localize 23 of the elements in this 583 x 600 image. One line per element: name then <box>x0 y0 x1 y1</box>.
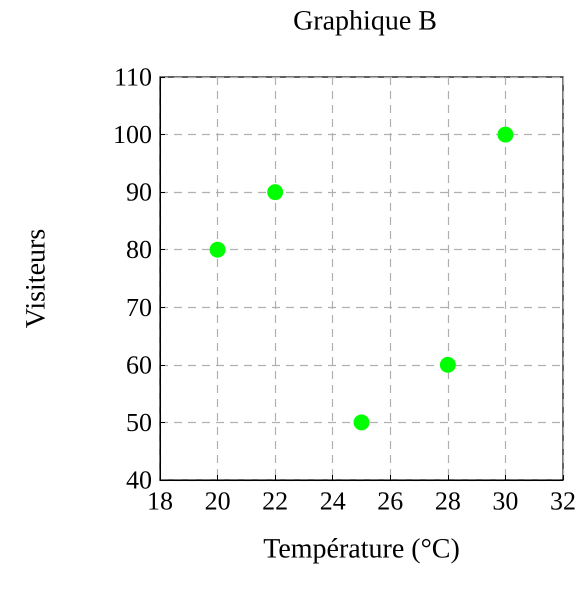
chart-title: Graphique B <box>293 6 437 36</box>
y-tick-label: 70 <box>126 292 152 322</box>
x-tick-label: 28 <box>434 486 461 516</box>
y-tick-label: 90 <box>126 178 152 207</box>
x-tick-label: 20 <box>204 486 231 516</box>
point <box>267 184 284 200</box>
x-tick-label: 24 <box>320 486 346 516</box>
y-tick-label: 100 <box>113 120 152 150</box>
point <box>354 414 370 430</box>
x-tick-label: 30 <box>492 486 518 516</box>
y-tick-label: 40 <box>126 466 152 494</box>
x-axis-title: Température (°C) <box>263 534 460 564</box>
x-tick-label: 26 <box>377 486 404 516</box>
y-tick-label: 80 <box>126 235 152 264</box>
y-tick-label: 50 <box>126 408 152 437</box>
point <box>497 126 514 143</box>
point <box>440 356 456 373</box>
y-tick-label: 60 <box>126 350 152 380</box>
x-tick-label: 22 <box>262 486 288 516</box>
y-axis-title: Visiteurs <box>20 228 52 328</box>
point <box>210 242 226 258</box>
y-tick-label: 110 <box>114 62 152 92</box>
x-tick-label: 32 <box>550 486 576 516</box>
